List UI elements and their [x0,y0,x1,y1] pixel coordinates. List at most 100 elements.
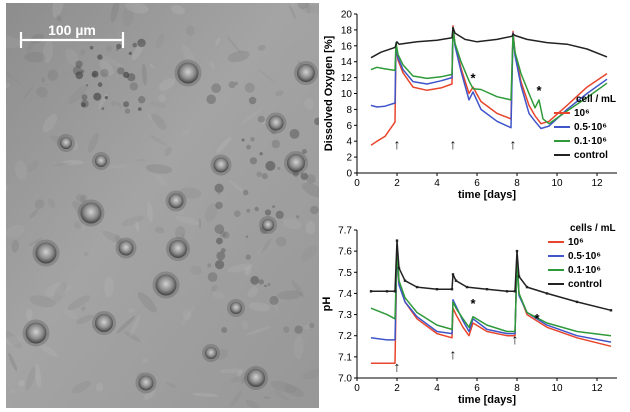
series-marker [545,292,549,295]
x-tick-label: 0 [354,178,360,189]
cell [169,240,187,258]
y-tick-label: 8 [346,105,352,116]
cell [60,137,72,149]
x-axis-label: time [days] [458,189,516,201]
series-marker [575,300,579,304]
oxygen-chart: 0 2 4 6 8 10 12 0 2 4 6 8 10 12 14 16 18 20 time [days] Dis… [323,10,617,201]
legend-title: cell / mL [576,94,616,105]
cell [268,115,284,131]
x-tick-label: 2 [394,383,400,394]
series-line [370,250,612,337]
x-tick-label: 4 [434,383,440,394]
series-marker [393,290,397,293]
y-tick-label: 10 [341,89,353,100]
legend-label: control [568,279,602,290]
y-tick-label: 7.5 [338,268,352,279]
cell [118,240,134,256]
series-marker [465,285,469,289]
series-marker [395,239,399,242]
series-marker [435,288,439,291]
y-tick-label: 2 [346,153,352,164]
y-axis-label: pH [322,297,333,312]
cell [35,242,57,264]
series-line [370,29,608,125]
series-marker [369,290,373,293]
y-tick-label: 7.7 [338,226,352,237]
cell [230,302,242,314]
series-marker [385,290,389,293]
legend: cell / mL 10⁶ 0.5·10⁶ 0.1·10⁶ control [554,94,616,161]
arrow-annotation: ↑ [510,136,517,152]
y-tick-label: 7.0 [338,374,352,385]
y-tick-label: 4 [346,137,352,148]
y-tick-label: 7.2 [338,331,352,342]
x-tick-label: 6 [474,178,480,189]
x-tick-label: 8 [514,178,520,189]
x-tick-label: 2 [394,178,400,189]
y-tick-label: 16 [341,41,353,52]
x-tick-label: 6 [474,383,480,394]
x-tick-label: 12 [591,383,603,394]
y-axis-label: Dissolved Oxygen [%] [323,35,335,151]
ph-chart: 0 2 4 6 8 10 12 7.0 7.1 7.2 7.3 7.4 7.5 7.6 7.7 time [d… [322,223,617,406]
y-tick-label: 14 [341,57,353,68]
y-tick-label: 7.1 [338,352,352,363]
asterisk-annotation: * [534,311,540,326]
cell [287,154,305,172]
series-marker [454,279,458,282]
y-tick-label: 12 [341,73,353,84]
legend-label: 10⁶ [574,108,590,119]
cell [297,64,315,82]
series-marker [415,285,419,289]
y-tick-label: 6 [346,121,352,132]
legend-label: 0.1·10⁶ [568,265,601,276]
cell [95,314,113,332]
legend-label: 0.1·10⁶ [574,136,607,147]
series-marker [525,285,529,289]
series-line [370,26,608,59]
cell [25,322,47,344]
x-tick-label: 4 [434,178,440,189]
cell [80,202,102,224]
arrow-annotation: ↑ [394,136,401,152]
legend-title: cells / mL [570,223,616,234]
series-marker [513,290,517,293]
legend-label: 10⁶ [568,237,584,248]
y-tick-label: 18 [341,25,353,36]
y-tick-label: 0 [346,169,352,180]
legend-label: 0.5·10⁶ [574,122,607,133]
series-marker [397,266,401,270]
cell [155,274,177,296]
series-marker [609,309,613,312]
cell [95,155,107,167]
cell [177,62,199,84]
x-tick-label: 10 [551,178,563,189]
arrow-annotation: ↑ [512,331,519,347]
series-marker [450,288,454,291]
cell [213,157,229,173]
x-axis-label: time [days] [458,394,516,406]
series-marker [451,273,455,276]
x-tick-label: 8 [514,383,520,394]
micrograph-image: 100 µm [6,3,319,408]
cell [262,219,274,231]
series-marker [505,290,509,293]
series-marker [517,275,521,278]
asterisk-annotation: * [470,296,476,311]
series-marker [515,249,519,253]
x-tick-label: 0 [354,383,360,394]
y-tick-label: 7.3 [338,310,352,321]
legend-label: 0.5·10⁶ [568,251,601,262]
arrow-annotation: ↑ [394,359,401,375]
legend-label: control [574,150,608,161]
asterisk-annotation: * [536,83,542,98]
x-tick-label: 10 [551,383,563,394]
x-tick-label: 12 [591,178,603,189]
series-marker [403,279,407,282]
scale-bar: 100 µm [19,22,125,48]
cell [168,193,184,209]
cell [247,369,265,387]
micrograph-cells [22,59,318,394]
y-tick-label: 20 [341,10,353,21]
